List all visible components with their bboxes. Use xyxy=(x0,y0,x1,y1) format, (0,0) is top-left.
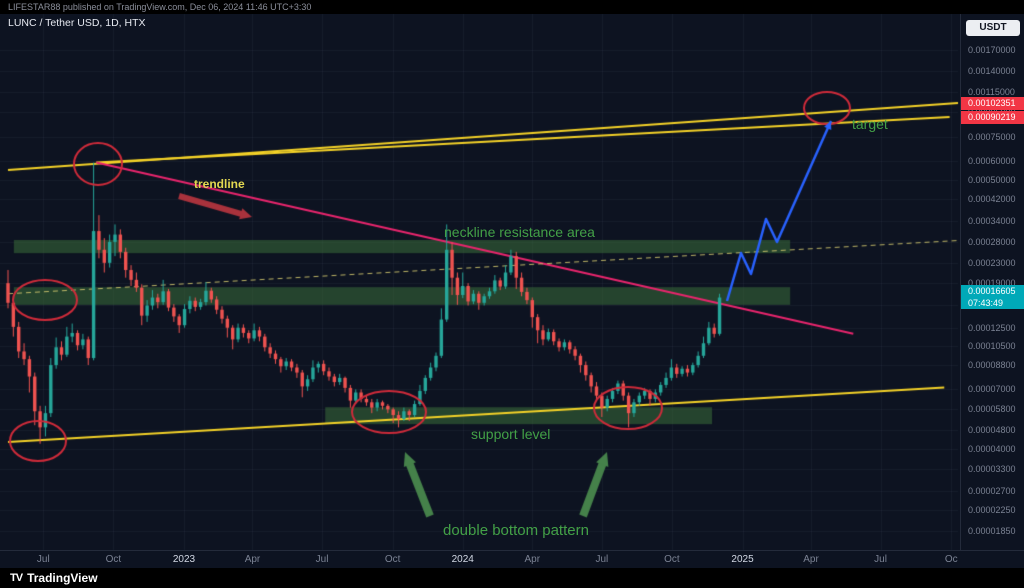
time-axis-label: 2025 xyxy=(731,554,754,565)
tradingview-logo-icon: TV xyxy=(10,572,23,584)
price-axis-label: 0.00007000 xyxy=(968,384,1016,395)
price-axis-label: 0.00019000 xyxy=(968,278,1016,289)
symbol-title: LUNC / Tether USD, 1D, HTX xyxy=(8,17,146,29)
price-axis-label: 0.00042000 xyxy=(968,193,1016,204)
price-axis-label: 0.00003300 xyxy=(968,464,1016,475)
price-axis-label: 0.00005800 xyxy=(968,404,1016,415)
time-axis-label: 2024 xyxy=(451,554,474,565)
price-axis-label: 0.00034000 xyxy=(968,216,1016,227)
current-price-badge: 0.00016605 07:43:49 xyxy=(961,285,1024,310)
currency-toggle-button[interactable]: USDT xyxy=(966,20,1020,36)
time-axis-label: Apr xyxy=(524,554,541,565)
time-axis-label: Apr xyxy=(244,554,261,565)
price-axis-label: 0.00004000 xyxy=(968,443,1016,454)
time-axis-label: Jul xyxy=(874,554,887,565)
tradingview-brand-text: TradingView xyxy=(27,571,98,585)
price-axis-label: 0.00170000 xyxy=(968,45,1016,55)
time-axis-label: Oct xyxy=(105,554,122,565)
price-axis-label: 0.00012500 xyxy=(968,322,1016,333)
price-axis-label: 0.00010500 xyxy=(968,341,1016,352)
price-axis-label: 0.00001850 xyxy=(968,525,1016,536)
time-axis-label: Jul xyxy=(595,554,609,565)
time-axis-label: Oc xyxy=(944,554,958,565)
bar-countdown: 07:43:49 xyxy=(968,298,1004,309)
price-alert-badge: 0.00102351 xyxy=(961,97,1024,111)
price-axis-label: 0.00060000 xyxy=(968,155,1016,166)
tradingview-logo[interactable]: TV TradingView xyxy=(10,571,98,585)
price-axis-label: 0.00023000 xyxy=(968,257,1016,268)
price-axis-label: 0.00004800 xyxy=(968,424,1016,435)
time-axis[interactable]: Jul Oct 2023 Apr Jul Oct 2024 Apr Jul Oct 2025 Apr J… xyxy=(0,550,1024,568)
footer-bar: TV TradingView xyxy=(0,568,1024,588)
price-axis-label: 0.00050000 xyxy=(968,175,1016,186)
price-axis-label: 0.00140000 xyxy=(968,65,1016,76)
price-axis-label: 0.00002700 xyxy=(968,485,1016,496)
price-axis-label: 0.00115000 xyxy=(968,86,1015,97)
price-axis-label: 0.00028000 xyxy=(968,236,1016,247)
time-axis-label: Oct xyxy=(384,554,401,565)
time-axis-label: Jul xyxy=(36,554,50,565)
time-axis-label: 2023 xyxy=(172,554,196,565)
time-axis-label: Apr xyxy=(803,554,819,565)
time-axis-label: Oct xyxy=(664,554,680,565)
current-price-value: 0.00016605 xyxy=(968,286,1016,297)
price-alert-badge: 0.00090219 xyxy=(961,110,1024,124)
price-axis-label: 0.00008800 xyxy=(968,360,1016,371)
time-axis-label: Jul xyxy=(315,554,329,565)
price-axis[interactable]: USDT 0.00102351 0.00090219 0.00016605 07… xyxy=(960,14,1024,550)
price-axis-label: 0.00075000 xyxy=(968,132,1016,143)
price-axis-label: 0.00002250 xyxy=(968,505,1016,516)
